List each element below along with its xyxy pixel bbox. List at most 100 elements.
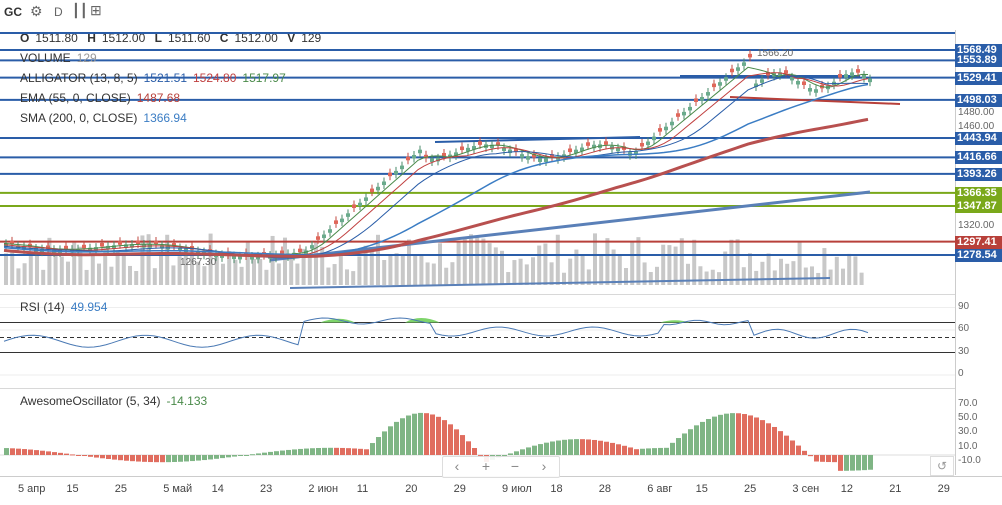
volume-bar	[134, 270, 139, 285]
volume-bar	[53, 249, 58, 285]
zoom-in-button[interactable]: +	[481, 458, 491, 474]
ao-bar	[418, 412, 423, 455]
price-chart-pane[interactable]	[0, 30, 955, 290]
volume-bar	[475, 235, 480, 285]
price-level-tag[interactable]: 1568.49	[955, 44, 1002, 57]
time-axis-label: 12	[840, 483, 854, 495]
ao-bar	[250, 454, 255, 456]
volume-bar	[28, 255, 33, 285]
volume-bar	[859, 272, 864, 285]
gear-icon[interactable]: ⚙	[30, 3, 43, 19]
candle-body	[424, 154, 428, 159]
price-level-tag[interactable]: 1529.41	[955, 71, 1002, 85]
ao-bar	[724, 413, 729, 455]
price-level-tag[interactable]: 1347.87	[955, 199, 1002, 213]
candle-body	[118, 241, 122, 245]
ao-bar	[766, 423, 771, 455]
candle-body	[220, 254, 224, 258]
indicators-icon[interactable]: ┃┃	[72, 3, 88, 18]
candle-body	[676, 113, 680, 117]
candle-body	[862, 74, 866, 79]
time-axis[interactable]	[0, 476, 1002, 505]
candle-body	[64, 245, 68, 250]
sma-legend[interactable]: SMA (200, 0, CLOSE) 1366.94	[20, 111, 193, 125]
price-level-tag[interactable]: 1297.41	[955, 235, 1002, 249]
ao-bar	[778, 431, 783, 455]
candle-body	[760, 79, 764, 83]
ao-bar	[424, 413, 429, 455]
price-level-tag[interactable]: 1278.54	[955, 249, 1002, 262]
price-level-tag[interactable]: 1498.03	[955, 93, 1002, 107]
volume-indicator-label: VOLUME	[20, 51, 71, 65]
rsi-legend[interactable]: RSI (14) 49.954	[20, 300, 113, 314]
volume-legend[interactable]: VOLUME 129	[20, 51, 103, 65]
ao-bar	[706, 418, 711, 455]
ao-bar	[478, 454, 483, 456]
rsi-pane[interactable]	[0, 294, 955, 387]
ao-bar	[604, 441, 609, 455]
ao-bar	[610, 442, 615, 455]
ao-bar	[94, 455, 99, 458]
volume-bar	[506, 272, 511, 285]
ao-bar	[148, 455, 153, 463]
price-level-tag[interactable]: 1366.35	[955, 186, 1002, 200]
candle-body	[682, 111, 686, 116]
time-axis-label: 25	[744, 483, 757, 495]
candle-body	[664, 126, 668, 131]
candle-body	[472, 146, 476, 150]
ao-bar	[628, 447, 633, 455]
time-axis-label: 23	[260, 483, 273, 495]
symbol-label[interactable]: GC	[4, 5, 22, 19]
add-chart-icon[interactable]: ⊞	[90, 2, 102, 18]
ao-bar	[820, 455, 825, 462]
price-level-tag[interactable]: 1393.26	[955, 167, 1002, 181]
ao-bar	[220, 455, 225, 459]
ema-legend[interactable]: EMA (55, 0, CLOSE) 1487.68	[20, 91, 186, 105]
ao-pane[interactable]	[0, 388, 955, 473]
candle-body	[844, 74, 848, 78]
ao-bar	[742, 414, 747, 455]
ao-bar	[466, 441, 471, 455]
volume-bar	[735, 239, 740, 285]
ao-bar	[16, 448, 21, 455]
ao-bar	[154, 455, 159, 463]
ema-label: EMA (55, 0, CLOSE)	[20, 91, 131, 105]
price-level-tag[interactable]: 1416.66	[955, 151, 1002, 165]
ao-bar	[304, 448, 309, 455]
ao-chart[interactable]	[0, 389, 955, 473]
ao-bar	[574, 439, 579, 455]
candle-body	[340, 218, 344, 223]
ao-bar	[616, 444, 621, 455]
volume-bar	[704, 271, 709, 285]
ao-bar	[358, 448, 363, 455]
candle-body	[154, 241, 158, 245]
volume-bar	[562, 272, 566, 285]
volume-bar	[190, 246, 194, 285]
price-level-tag[interactable]: 1443.94	[955, 132, 1002, 146]
rsi-line	[3, 317, 869, 348]
ao-legend[interactable]: AwesomeOscillator (5, 34) -14.133	[20, 394, 213, 408]
volume-bar	[531, 257, 535, 285]
scroll-back-button[interactable]: ‹	[454, 458, 460, 474]
price-chart[interactable]	[0, 30, 955, 290]
volume-bar	[841, 268, 845, 285]
ao-label: AwesomeOscillator (5, 34)	[20, 394, 161, 408]
candle-body	[550, 154, 554, 158]
ao-bar	[850, 455, 855, 471]
price-level-tag[interactable]: 1553.89	[955, 54, 1002, 68]
alligator-legend[interactable]: ALLIGATOR (13, 8, 5) 1521.51 1524.80 1517.9…	[20, 71, 292, 85]
reset-chart-button[interactable]: ↺	[930, 456, 954, 476]
ao-bar	[388, 426, 393, 455]
scroll-forward-button[interactable]: ›	[541, 458, 547, 474]
rsi-chart[interactable]	[0, 295, 955, 387]
volume-bar	[233, 259, 238, 285]
volume-bar	[276, 263, 281, 285]
interval-button[interactable]: D	[54, 5, 63, 19]
volume-bar	[152, 268, 157, 285]
volume-bar	[549, 262, 554, 285]
volume-bar	[636, 237, 641, 285]
volume-bar	[667, 245, 672, 285]
zoom-out-button[interactable]: −	[510, 458, 520, 474]
volume-bar	[741, 267, 746, 285]
volume-bar	[593, 233, 597, 285]
